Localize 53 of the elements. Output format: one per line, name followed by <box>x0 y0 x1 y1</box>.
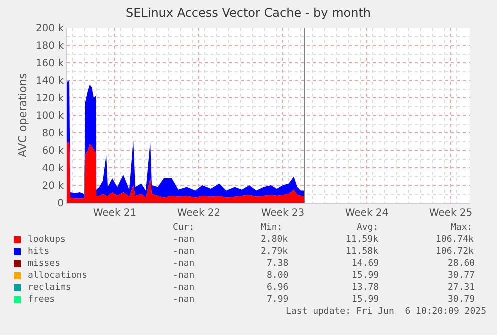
y-axis-title: AVC operations <box>16 73 30 158</box>
legend-label: frees <box>28 295 56 305</box>
text: 106.74k <box>436 235 475 245</box>
y-tick-label: 140 k <box>36 76 64 87</box>
y-tick-label: 100 k <box>36 111 64 122</box>
text: 7.38 <box>267 259 289 269</box>
text: 15.99 <box>352 295 380 305</box>
text: 14.69 <box>352 259 380 269</box>
text: 27.31 <box>448 283 476 293</box>
text: 30.79 <box>448 295 476 305</box>
y-tick-label: 60 k <box>42 146 64 157</box>
x-tick-label: Week 24 <box>345 208 389 219</box>
y-tick-label: 180 k <box>36 41 64 52</box>
text: 13.78 <box>352 283 380 293</box>
text: 28.60 <box>448 259 476 269</box>
y-tick-label: 0 <box>58 198 64 210</box>
text: 106.72k <box>436 247 475 257</box>
y-tick-label: 80 k <box>42 128 64 140</box>
y-tick-label: 200 k <box>36 24 64 34</box>
text: Min: <box>261 223 283 233</box>
text: -nan <box>173 259 195 269</box>
legend-label: reclaims <box>28 283 72 293</box>
x-tick-label: Week 25 <box>429 208 473 219</box>
text: -nan <box>173 271 195 281</box>
x-tick-label: Week 21 <box>93 208 137 219</box>
y-tick-label: 160 k <box>36 58 64 70</box>
text: -nan <box>173 247 195 257</box>
y-tick-label: 40 k <box>42 164 64 174</box>
text: Avg: <box>357 223 379 233</box>
y-tick-label: 120 k <box>36 94 64 104</box>
text: 6.96 <box>267 283 289 293</box>
text: Cur: <box>173 223 195 233</box>
legend-label: lookups <box>28 235 66 245</box>
y-tick-label: 20 k <box>42 181 64 192</box>
text: 15.99 <box>352 271 380 281</box>
text: Last update: Fri Jun 6 10:20:09 2025 <box>286 307 486 317</box>
legend-label: misses <box>28 259 61 269</box>
chart-title: SELinux Access Vector Cache - by month <box>126 6 372 20</box>
text: 2.80k <box>261 235 289 245</box>
text: 11.59k <box>346 235 380 245</box>
text: 8.00 <box>267 271 289 281</box>
text: -nan <box>173 295 195 305</box>
text: -nan <box>173 235 195 245</box>
text: -nan <box>173 283 195 293</box>
text: Max: <box>451 223 473 233</box>
legend-label: hits <box>28 247 50 257</box>
text: 2.79k <box>261 247 289 257</box>
text: 7.99 <box>267 295 289 305</box>
text: 30.77 <box>448 271 476 281</box>
text: 11.58k <box>346 247 380 257</box>
x-tick-label: Week 22 <box>177 208 221 219</box>
legend-label: allocations <box>28 271 88 281</box>
x-tick-label: Week 23 <box>261 208 305 219</box>
